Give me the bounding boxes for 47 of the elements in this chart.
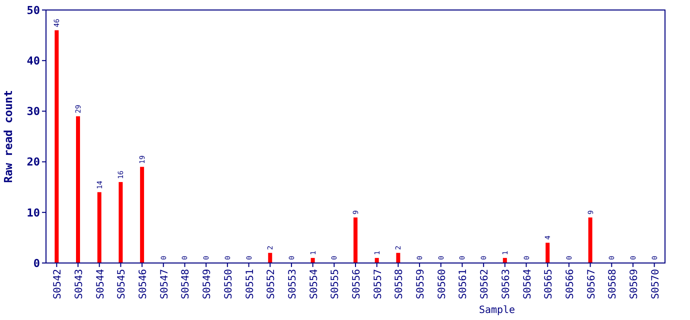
x-tick-label: S0554 (308, 269, 320, 300)
bar (140, 166, 144, 263)
y-tick-label: 40 (26, 54, 40, 68)
bar (97, 192, 102, 263)
x-tick-label: S0555 (330, 269, 342, 300)
x-tick-label: S0549 (202, 269, 214, 300)
bar (268, 252, 272, 263)
x-tick-label: S0567 (586, 269, 598, 300)
x-tick-label: S0569 (628, 269, 640, 300)
bar (588, 217, 592, 263)
x-tick-label: S0542 (52, 269, 64, 300)
x-tick-label: S0545 (116, 269, 128, 300)
y-tick-label: 50 (26, 4, 40, 17)
x-tick-label: S0564 (522, 269, 534, 300)
x-tick-label: S0551 (244, 269, 256, 300)
bar (118, 182, 123, 263)
x-tick-label: S0544 (95, 269, 106, 300)
x-tick-label: S0563 (500, 269, 512, 300)
x-tick-label: S0560 (436, 269, 448, 300)
x-tick-label: S0565 (544, 269, 555, 300)
y-tick-label: 20 (26, 156, 40, 169)
bar (76, 116, 80, 263)
x-tick-label: S0559 (416, 269, 427, 300)
x-tick-label: S0543 (74, 269, 86, 300)
x-tick-label: S0552 (266, 269, 278, 300)
x-tick-label: S0553 (287, 269, 298, 300)
x-tick-label: S0561 (458, 269, 470, 300)
y-tick-label: 10 (26, 206, 40, 220)
bar (354, 217, 358, 263)
x-axis-title: Sample (478, 305, 516, 316)
y-tick-label: 30 (26, 105, 40, 118)
x-tick-label: S0557 (372, 269, 384, 300)
x-tick-label: S0547 (159, 269, 170, 300)
x-tick-label: S0550 (223, 269, 234, 300)
y-axis-title: Raw read count (2, 90, 15, 183)
x-tick-label: S0566 (564, 269, 576, 300)
x-tick-label: S0562 (480, 269, 491, 300)
x-tick-label: S0548 (180, 269, 192, 300)
bar (54, 30, 59, 263)
x-tick-label: S0570 (650, 269, 662, 300)
x-tick-label: S0556 (352, 269, 362, 300)
y-tick-label: 0 (33, 256, 40, 270)
x-tick-label: S0568 (608, 269, 619, 300)
x-tick-label: S0558 (394, 269, 406, 300)
bar (396, 252, 400, 263)
bar (546, 242, 550, 263)
x-tick-label: S0546 (138, 269, 150, 300)
